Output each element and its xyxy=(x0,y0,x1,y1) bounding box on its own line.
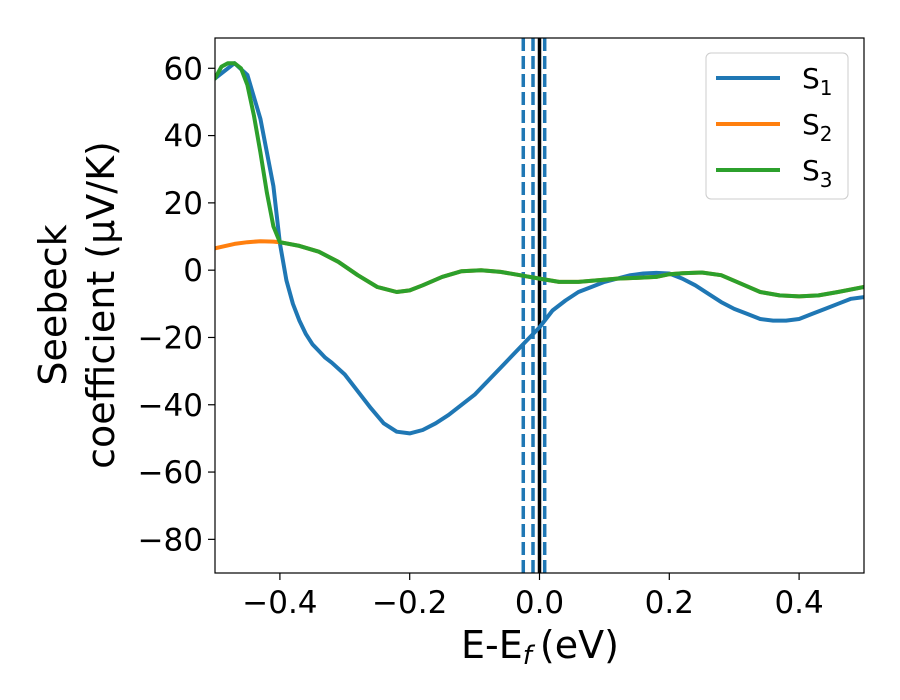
y-tick-label: −60 xyxy=(138,455,203,491)
y-tick-label: −40 xyxy=(138,388,203,424)
x-tick-label: 0.0 xyxy=(515,585,564,621)
x-axis-label-unit: (eV) xyxy=(540,623,619,667)
x-tick-label: −0.2 xyxy=(372,585,447,621)
x-axis-label-main: E-E xyxy=(461,623,523,667)
y-tick-label: −80 xyxy=(138,522,203,558)
y-axis-label-line2: coefficient (μV/K) xyxy=(79,141,123,469)
x-axis-label-subscript: f xyxy=(523,641,536,671)
legend: S1 S2 S3 xyxy=(705,52,849,200)
series-line-3 xyxy=(215,61,864,299)
y-tick-label: 40 xyxy=(164,119,203,155)
y-axis-ticks: 60 40 20 0 −20 −40 −60 −80 xyxy=(138,51,215,558)
legend-label-3: S3 xyxy=(802,154,833,192)
series-lines xyxy=(215,61,864,436)
legend-label-2: S2 xyxy=(802,108,833,146)
legend-label-1: S1 xyxy=(802,62,833,100)
y-axis-label-line1: Seebeck xyxy=(31,224,75,385)
series-line-1 xyxy=(215,61,864,436)
y-tick-label: 20 xyxy=(164,186,203,222)
y-tick-label: −20 xyxy=(138,320,203,356)
x-axis-ticks: −0.4 −0.2 0.0 0.2 0.4 xyxy=(242,573,824,621)
x-tick-label: 0.2 xyxy=(645,585,694,621)
y-tick-label: 60 xyxy=(164,51,203,87)
vertical-reference-lines xyxy=(521,38,547,573)
x-tick-label: 0.4 xyxy=(774,585,823,621)
x-tick-label: −0.4 xyxy=(242,585,317,621)
y-tick-label: 0 xyxy=(183,253,203,289)
x-axis-label: E-Ef (eV) xyxy=(461,623,619,671)
